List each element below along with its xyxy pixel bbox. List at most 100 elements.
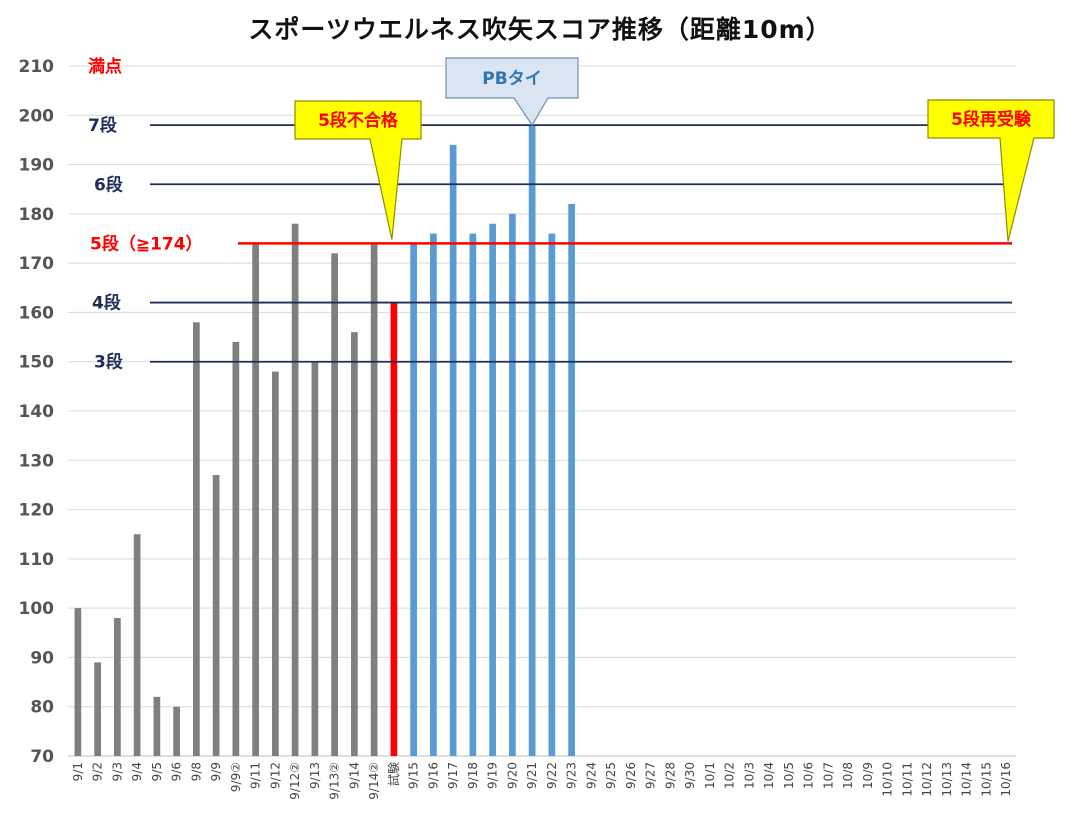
- x-tick-label: 10/12: [920, 762, 934, 797]
- bar: [232, 342, 240, 756]
- x-tick-label: 10/2: [723, 762, 737, 789]
- bar: [351, 332, 358, 756]
- annotation-label: 5段再受験: [951, 109, 1032, 130]
- x-tick-label: 9/14②: [367, 762, 381, 800]
- reference-label: 7段: [88, 115, 117, 136]
- y-tick-label: 170: [19, 254, 55, 274]
- y-tick-label: 150: [19, 353, 55, 373]
- x-tick-label: 9/11: [249, 762, 263, 789]
- x-tick-label: 10/13: [940, 762, 954, 797]
- bar: [469, 233, 477, 757]
- x-tick-label: 10/8: [841, 762, 855, 789]
- x-tick-label: 10/7: [821, 762, 835, 789]
- annotation-callout: [445, 57, 579, 127]
- y-tick-label: 160: [19, 303, 55, 323]
- x-tick-label: 9/16: [426, 762, 440, 789]
- bar: [390, 302, 398, 756]
- x-tick-label: 10/15: [979, 762, 993, 797]
- x-tick-label: 9/3: [110, 762, 124, 781]
- x-tick-label: 試験: [386, 762, 401, 786]
- x-tick-label: 9/27: [644, 762, 658, 789]
- x-tick-label: 9/30: [683, 762, 697, 789]
- y-tick-label: 80: [30, 698, 54, 718]
- annotation-label: PBタイ: [482, 69, 541, 89]
- x-tick-label: 9/28: [663, 762, 677, 789]
- x-tick-label: 9/24: [584, 762, 598, 789]
- bar: [173, 706, 180, 756]
- reference-label: 6段: [94, 174, 123, 195]
- bar: [94, 662, 101, 756]
- bar: [272, 371, 279, 756]
- y-tick-label: 200: [19, 106, 55, 126]
- x-tick-label: 9/9: [209, 762, 223, 781]
- x-tick-label: 10/11: [900, 762, 914, 797]
- y-tick-label: 90: [30, 648, 54, 668]
- x-tick-label: 9/15: [407, 762, 421, 789]
- x-tick-label: 9/1: [71, 762, 85, 781]
- bar: [568, 204, 575, 756]
- x-tick-label: 10/16: [999, 762, 1013, 797]
- x-tick-label: 9/25: [604, 762, 618, 789]
- x-tick-label: 9/8: [189, 762, 203, 781]
- y-tick-label: 110: [19, 550, 55, 570]
- y-tick-label: 190: [19, 156, 55, 176]
- y-tick-label: 140: [19, 402, 55, 422]
- y-tick-label: 100: [19, 599, 55, 619]
- x-tick-label: 10/9: [861, 762, 875, 789]
- y-tick-label: 130: [19, 451, 55, 471]
- x-tick-label: 9/2: [91, 762, 105, 781]
- bar: [153, 696, 161, 756]
- bar: [212, 475, 220, 756]
- x-tick-label: 9/9②: [229, 762, 243, 792]
- x-tick-label: 10/3: [742, 762, 756, 789]
- y-tick-label: 210: [19, 57, 55, 77]
- bar: [548, 233, 556, 757]
- reference-label: 4段: [92, 293, 121, 314]
- y-tick-label: 180: [19, 205, 55, 225]
- annotation-label: 5段不合格: [318, 110, 399, 131]
- annotation-callout: [927, 99, 1055, 242]
- bar: [311, 361, 319, 756]
- y-tick-label: 70: [30, 747, 54, 767]
- x-tick-label: 9/17: [446, 762, 460, 789]
- x-tick-label: 9/14: [347, 762, 361, 789]
- x-tick-label: 9/21: [525, 762, 539, 789]
- reference-label: 満点: [88, 56, 122, 77]
- x-tick-label: 9/19: [486, 762, 500, 789]
- bar: [370, 243, 378, 756]
- x-tick-label: 10/5: [782, 762, 796, 789]
- bar: [449, 144, 457, 756]
- x-tick-label: 9/12②: [288, 762, 302, 800]
- x-tick-label: 10/10: [881, 762, 895, 797]
- bar: [430, 233, 437, 757]
- bar: [133, 534, 141, 756]
- x-tick-label: 9/23: [565, 762, 579, 789]
- x-tick-label: 9/22: [545, 762, 559, 789]
- x-tick-label: 9/13: [308, 762, 322, 789]
- bar: [114, 618, 121, 756]
- reference-label: 5段（≧174）: [90, 233, 203, 254]
- x-tick-label: 9/20: [505, 762, 519, 789]
- x-tick-label: 9/13②: [328, 762, 342, 800]
- x-tick-label: 9/6: [170, 762, 184, 781]
- x-tick-label: 10/1: [703, 762, 717, 789]
- annotation-callout: [294, 100, 422, 240]
- reference-label: 3段: [94, 352, 123, 373]
- bar: [331, 253, 338, 757]
- bar: [489, 223, 496, 756]
- x-tick-label: 10/6: [802, 762, 816, 789]
- bar: [291, 223, 299, 756]
- x-tick-label: 9/12: [268, 762, 282, 789]
- bar: [193, 322, 200, 756]
- x-tick-label: 9/4: [130, 762, 144, 781]
- y-tick-label: 120: [19, 501, 55, 521]
- x-tick-label: 9/5: [150, 762, 164, 781]
- bar: [509, 213, 516, 756]
- x-tick-label: 10/14: [960, 762, 974, 797]
- x-tick-label: 9/26: [624, 762, 638, 789]
- bar: [74, 608, 82, 756]
- bar: [252, 243, 259, 756]
- bar: [528, 125, 536, 756]
